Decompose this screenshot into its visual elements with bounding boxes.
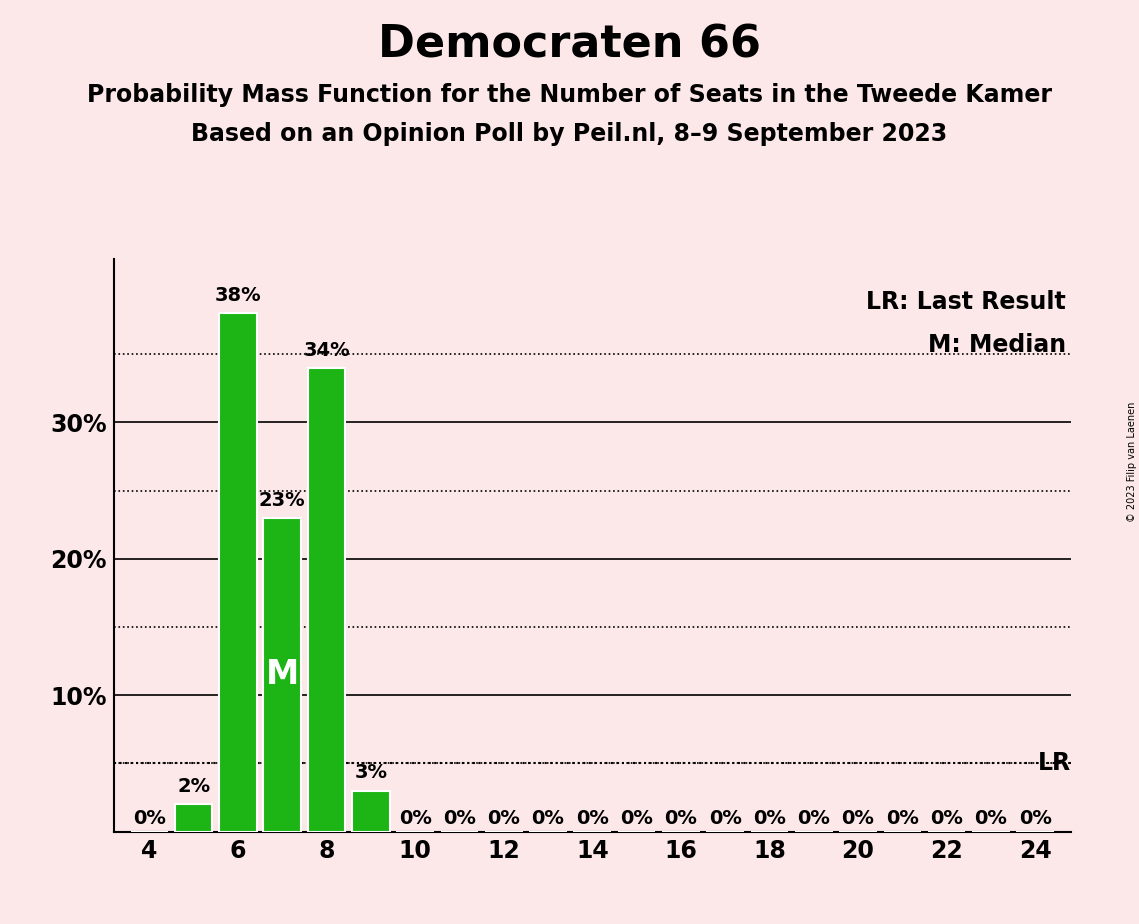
Text: 0%: 0% (886, 808, 919, 828)
Text: 0%: 0% (797, 808, 830, 828)
Text: 0%: 0% (620, 808, 653, 828)
Bar (308, 368, 345, 832)
Text: 38%: 38% (214, 286, 261, 305)
Text: M: M (265, 658, 298, 691)
Text: Based on an Opinion Poll by Peil.nl, 8–9 September 2023: Based on an Opinion Poll by Peil.nl, 8–9… (191, 122, 948, 146)
Text: 34%: 34% (303, 341, 350, 359)
Text: 3%: 3% (354, 763, 387, 783)
Bar (263, 517, 301, 832)
Text: 0%: 0% (532, 808, 565, 828)
Text: 0%: 0% (753, 808, 786, 828)
Text: LR: LR (1038, 751, 1071, 775)
Text: 0%: 0% (487, 808, 521, 828)
Text: 0%: 0% (399, 808, 432, 828)
Text: LR: Last Result: LR: Last Result (866, 290, 1066, 314)
Bar (219, 313, 256, 832)
Text: 23%: 23% (259, 491, 305, 510)
Text: M: Median: M: Median (928, 334, 1066, 358)
Text: Probability Mass Function for the Number of Seats in the Tweede Kamer: Probability Mass Function for the Number… (87, 83, 1052, 107)
Text: 0%: 0% (1018, 808, 1051, 828)
Text: 0%: 0% (443, 808, 476, 828)
Text: 2%: 2% (177, 777, 211, 796)
Text: 0%: 0% (931, 808, 964, 828)
Text: 0%: 0% (708, 808, 741, 828)
Bar (174, 804, 213, 832)
Text: 0%: 0% (133, 808, 166, 828)
Text: 0%: 0% (664, 808, 697, 828)
Text: 0%: 0% (975, 808, 1007, 828)
Text: © 2023 Filip van Laenen: © 2023 Filip van Laenen (1126, 402, 1137, 522)
Text: Democraten 66: Democraten 66 (378, 23, 761, 67)
Bar (352, 791, 390, 832)
Text: 0%: 0% (842, 808, 875, 828)
Text: 0%: 0% (576, 808, 608, 828)
